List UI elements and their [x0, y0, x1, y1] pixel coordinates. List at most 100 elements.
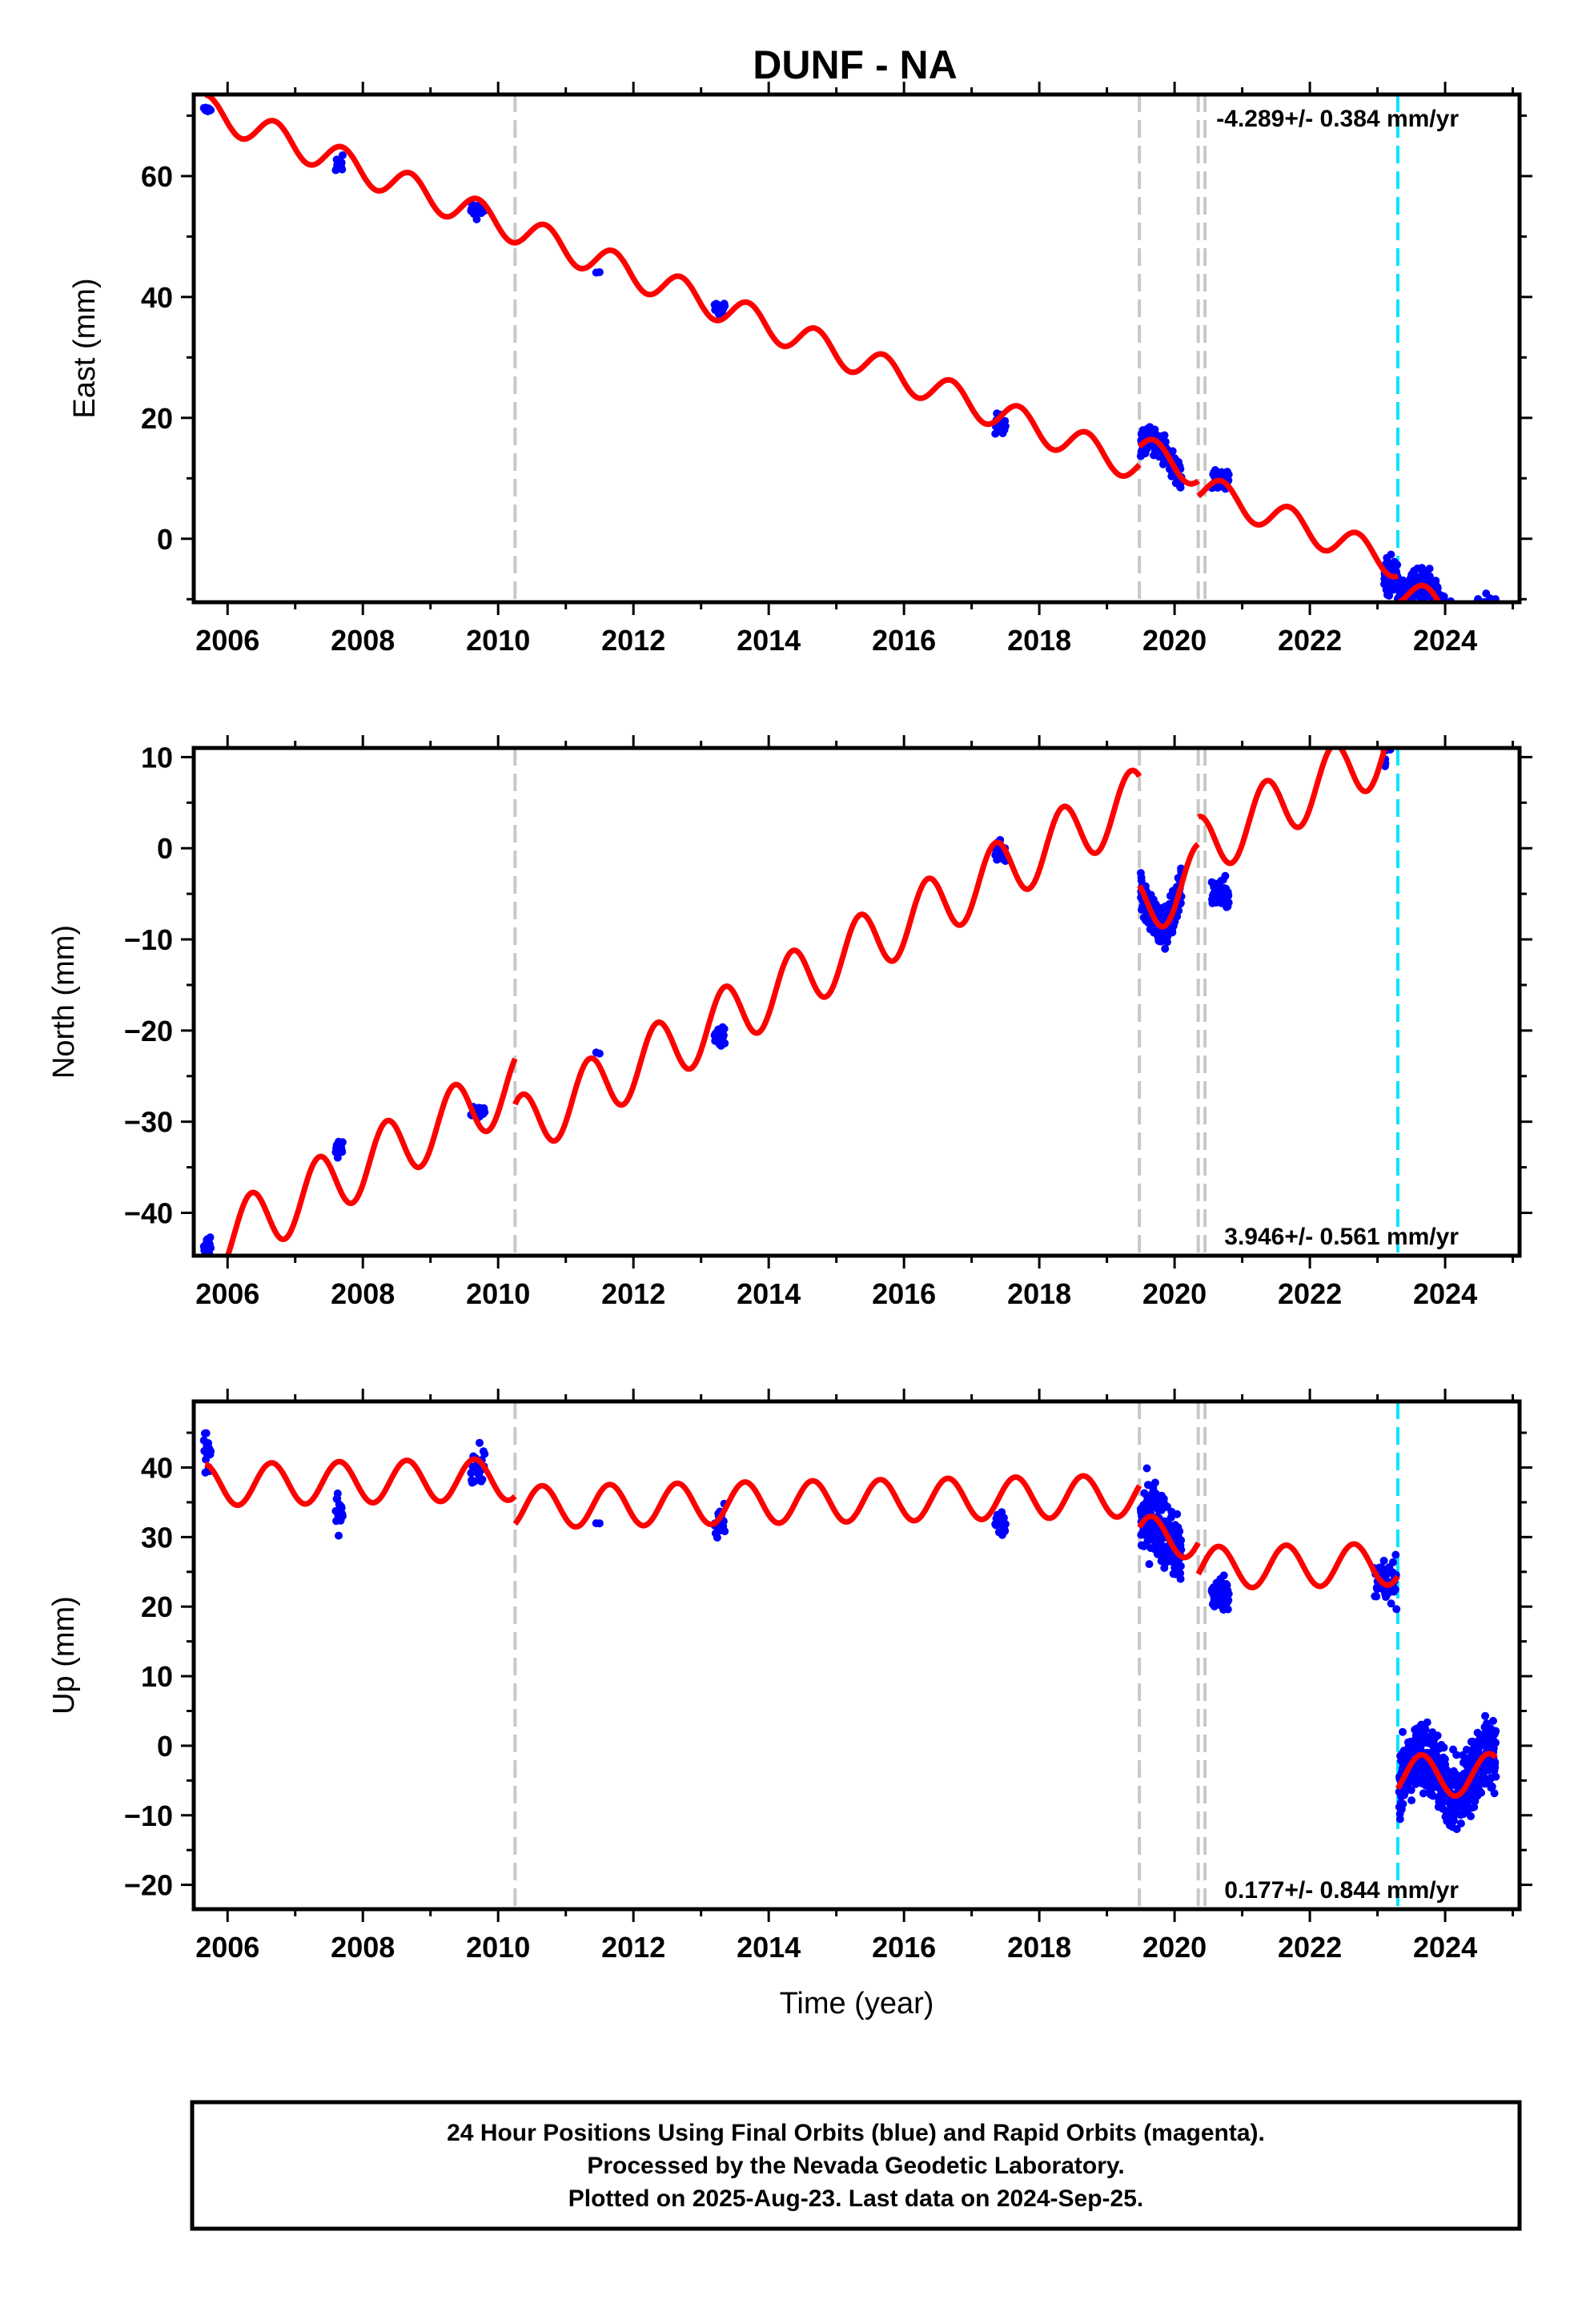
model-line-segment [224, 1057, 518, 1256]
event-lines [513, 1401, 1399, 1909]
velocity-rate-label: 3.946+/- 0.561 mm/yr [1224, 1224, 1459, 1250]
data-point [999, 1514, 1008, 1522]
data-point [1395, 689, 1403, 697]
data-point [1467, 616, 1475, 624]
data-point [1449, 677, 1457, 686]
data-point [1436, 701, 1444, 709]
data-point [1398, 674, 1406, 682]
data-point [1476, 610, 1484, 618]
data-point [1395, 666, 1403, 674]
data-point [1484, 662, 1492, 670]
data-point [1485, 645, 1493, 653]
data-point [1439, 614, 1447, 622]
data-point [1405, 682, 1413, 690]
data-point [1477, 605, 1485, 613]
data-point [1445, 659, 1453, 667]
data-point [1430, 718, 1438, 726]
data-point [1486, 662, 1494, 670]
data-point [1416, 701, 1424, 709]
data-point [1395, 663, 1403, 671]
data-point [1489, 608, 1497, 616]
data-point [1433, 715, 1441, 723]
x-tick-label: 2008 [331, 624, 395, 657]
data-point [1401, 699, 1409, 707]
data-point [1479, 608, 1487, 616]
data-point [1407, 670, 1415, 678]
data-point [1382, 738, 1390, 746]
data-point [595, 1049, 604, 1058]
data-point [1386, 731, 1394, 739]
footer-line-2: Processed by the Nevada Geodetic Laborat… [587, 2153, 1124, 2179]
data-point [1422, 703, 1430, 711]
data-point [1436, 726, 1444, 734]
model-line-segment [1195, 477, 1400, 580]
data-point [1387, 736, 1395, 744]
data-point [1453, 611, 1461, 619]
data-point [1484, 666, 1492, 674]
data-point [1456, 1819, 1465, 1827]
data-point [1488, 655, 1496, 663]
data-point [1436, 603, 1444, 611]
data-point [1479, 653, 1487, 661]
data-point [1431, 694, 1439, 702]
data-point [1413, 661, 1421, 669]
data-point [1400, 654, 1408, 662]
model-line-segment [512, 1473, 1142, 1530]
data-point [1489, 649, 1497, 657]
data-point [1483, 613, 1491, 621]
data-point [1439, 609, 1447, 617]
model-fit [224, 748, 1388, 1256]
y-tick-label: −20 [124, 1015, 173, 1047]
data-point [1452, 679, 1460, 687]
data-point [1476, 605, 1484, 613]
data-point [1387, 715, 1395, 723]
data-point [1421, 707, 1429, 715]
y-tick-label: 20 [141, 402, 173, 435]
data-point [1443, 692, 1451, 700]
x-tick-label: 2018 [1007, 1277, 1071, 1310]
data-point [1393, 726, 1401, 734]
data-point [1399, 653, 1407, 661]
data-point [1221, 871, 1230, 880]
data-point [1427, 718, 1435, 726]
data-point [1455, 657, 1463, 665]
data-point [1379, 1556, 1388, 1565]
data-point [1418, 707, 1426, 715]
data-point [1395, 658, 1403, 666]
data-point [1468, 614, 1476, 622]
data-point [1390, 717, 1398, 725]
data-point [1168, 447, 1177, 456]
data-point [1451, 681, 1459, 689]
data-point [991, 429, 1000, 438]
data-point [1403, 667, 1411, 675]
data-point [1483, 658, 1491, 666]
data-point [1391, 733, 1399, 741]
data-point [1489, 669, 1497, 677]
data-point [1390, 706, 1398, 714]
data-point [1454, 672, 1462, 680]
data-point [1480, 608, 1488, 616]
y-tick-label: 40 [141, 281, 173, 314]
data-point [1488, 680, 1496, 688]
data-point [202, 1429, 211, 1437]
data-point [1478, 637, 1486, 645]
data-point [1395, 1815, 1404, 1823]
data-point [1437, 709, 1445, 717]
data-point [1425, 738, 1433, 746]
data-point [1491, 682, 1499, 690]
data-point [1443, 694, 1452, 702]
data-point [1429, 711, 1437, 719]
data-point [1480, 610, 1488, 618]
data-point [1410, 672, 1418, 680]
data-point [1435, 709, 1443, 717]
data-point [1447, 614, 1455, 622]
data-point [1399, 603, 1407, 611]
data-point [1492, 1739, 1500, 1747]
data-point [1454, 661, 1462, 669]
y-tick-label: −10 [124, 923, 173, 956]
data-point [1490, 1789, 1499, 1798]
data-point [1491, 614, 1499, 622]
data-point [1476, 613, 1484, 621]
data-point [1467, 1812, 1475, 1820]
